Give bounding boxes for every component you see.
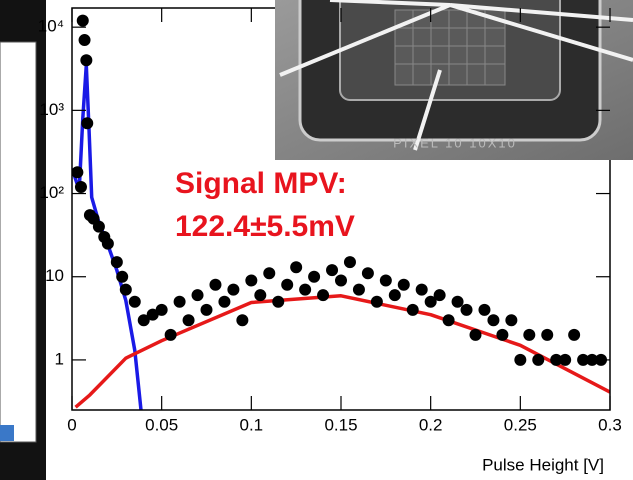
data-point — [352, 283, 365, 296]
data-point — [101, 237, 114, 250]
data-point — [577, 353, 590, 366]
data-point — [236, 314, 249, 327]
data-point — [164, 328, 177, 341]
annotation: Signal MPV: — [175, 167, 347, 200]
x-tick-label: 0.05 — [145, 415, 178, 434]
data-point — [326, 264, 339, 277]
x-tick-label: 0.15 — [324, 415, 357, 434]
y-tick-label: 1 — [55, 349, 64, 368]
data-point — [532, 353, 545, 366]
fit-line — [72, 63, 143, 410]
x-tick-label: 0.2 — [419, 415, 443, 434]
data-point — [290, 261, 303, 274]
data-point — [116, 270, 129, 283]
data-point — [317, 289, 330, 302]
data-point — [379, 274, 392, 287]
data-point — [541, 328, 554, 341]
y-tick-label: 10² — [39, 183, 64, 202]
data-point — [218, 295, 231, 308]
data-point — [586, 353, 599, 366]
data-point — [514, 353, 527, 366]
fit-line — [74, 294, 610, 409]
data-point — [487, 314, 500, 327]
y-tick-label: 10³ — [39, 100, 64, 119]
data-point — [415, 283, 428, 296]
data-point — [460, 303, 473, 316]
data-point — [137, 314, 150, 327]
data-point — [568, 328, 581, 341]
x-tick-label: 0.3 — [598, 415, 622, 434]
data-point — [550, 353, 563, 366]
photo-label: PIXEL 10 10X10 — [393, 135, 517, 150]
data-point — [388, 289, 401, 302]
data-point — [182, 314, 195, 327]
data-point — [442, 314, 455, 327]
data-point — [227, 283, 240, 296]
y-tick-label: 10⁴ — [38, 17, 64, 36]
plot-area — [72, 14, 610, 410]
data-point — [263, 267, 276, 280]
data-point — [191, 289, 204, 302]
data-point — [173, 295, 186, 308]
inset-photo: PIXEL 10 10X10 — [275, 0, 633, 160]
annotation: 122.4±5.5mV — [175, 210, 355, 243]
data-point — [299, 283, 312, 296]
photo-probes — [279, 0, 633, 151]
data-point — [469, 328, 482, 341]
data-point — [128, 295, 141, 308]
data-point — [245, 274, 258, 287]
data-point — [146, 308, 159, 321]
data-point — [80, 54, 93, 67]
data-point — [397, 278, 410, 291]
data-point — [523, 328, 536, 341]
data-point — [559, 353, 572, 366]
data-point — [110, 256, 123, 269]
data-point — [451, 295, 464, 308]
data-point — [200, 303, 213, 316]
data-point — [76, 14, 89, 27]
side-panel-sheet — [0, 41, 37, 443]
data-point — [92, 220, 105, 233]
x-tick-label: 0.1 — [240, 415, 264, 434]
data-point — [406, 303, 419, 316]
y-tick-label: 10 — [45, 266, 64, 285]
side-panel-accent — [0, 425, 14, 441]
x-tick-label: 0.25 — [504, 415, 537, 434]
data-point — [209, 278, 222, 291]
x-tick-label: 0 — [67, 415, 76, 434]
x-axis-label: Pulse Height [V] — [482, 455, 604, 474]
data-point — [505, 314, 518, 327]
data-point — [308, 270, 321, 283]
data-point — [72, 166, 84, 179]
data-point — [370, 295, 383, 308]
data-point — [433, 289, 446, 302]
data-point — [78, 34, 91, 47]
data-point — [478, 303, 491, 316]
data-point — [81, 117, 94, 130]
data-point — [74, 180, 87, 193]
photo-pixels — [394, 9, 506, 86]
data-point — [155, 303, 168, 316]
data-point — [281, 278, 294, 291]
data-point — [343, 256, 356, 269]
data-point — [272, 295, 285, 308]
data-point — [424, 295, 437, 308]
data-point — [335, 274, 347, 287]
data-point — [496, 328, 509, 341]
data-point — [254, 289, 267, 302]
data-point — [361, 267, 374, 280]
data-point — [119, 283, 132, 296]
